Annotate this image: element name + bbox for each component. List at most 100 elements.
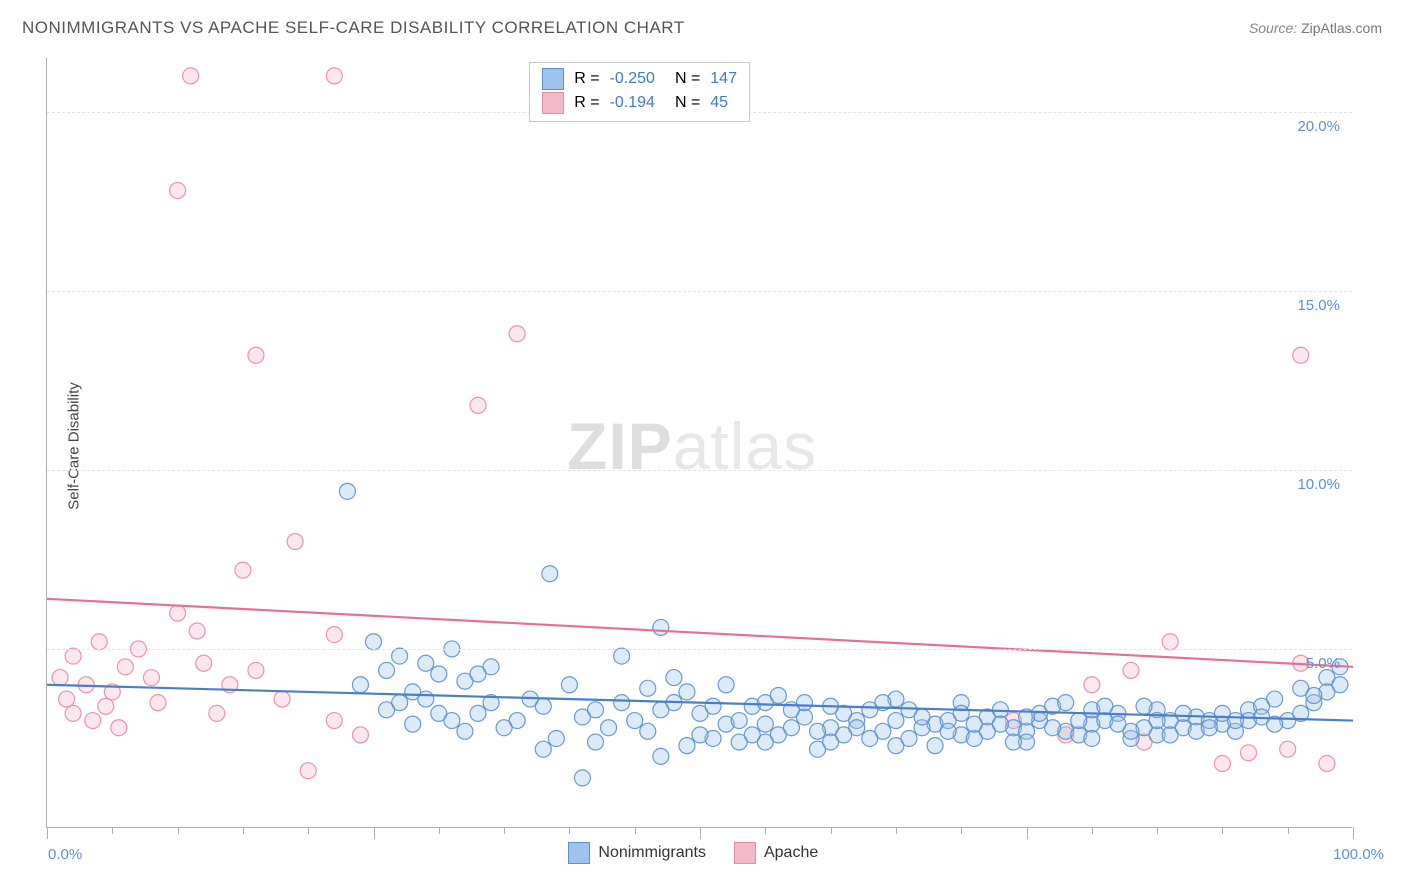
scatter-point: [189, 623, 205, 639]
scatter-point: [1293, 347, 1309, 363]
scatter-point: [588, 734, 604, 750]
xtick: [47, 827, 48, 839]
scatter-point: [248, 662, 264, 678]
scatter-point: [770, 687, 786, 703]
legend-r-label: R =: [574, 67, 599, 91]
scatter-point: [1123, 723, 1139, 739]
xtick: [961, 827, 962, 834]
scatter-point: [1280, 741, 1296, 757]
scatter-point: [731, 713, 747, 729]
scatter-point: [705, 698, 721, 714]
scatter-point: [1045, 720, 1061, 736]
ytick-label: 10.0%: [1297, 476, 1340, 493]
scatter-point: [1319, 756, 1335, 772]
scatter-point: [91, 634, 107, 650]
scatter-point: [300, 763, 316, 779]
scatter-point: [757, 716, 773, 732]
scatter-point: [1084, 730, 1100, 746]
trend-line: [47, 599, 1353, 667]
scatter-point: [143, 670, 159, 686]
scatter-point: [1123, 662, 1139, 678]
xtick: [1353, 827, 1354, 839]
scatter-point: [783, 720, 799, 736]
scatter-point: [927, 738, 943, 754]
plot-area: ZIPatlas 5.0%10.0%15.0%20.0%: [46, 58, 1352, 828]
ytick-label: 5.0%: [1306, 655, 1340, 672]
scatter-point: [542, 566, 558, 582]
scatter-point: [1005, 734, 1021, 750]
xaxis-end-label: 100.0%: [1333, 846, 1384, 863]
ytick-label: 20.0%: [1297, 118, 1340, 135]
scatter-point: [888, 713, 904, 729]
scatter-point: [862, 730, 878, 746]
legend-series: NonimmigrantsApache: [568, 842, 818, 864]
scatter-point: [235, 562, 251, 578]
scatter-point: [196, 655, 212, 671]
xtick: [635, 827, 636, 834]
legend-r-value: -0.194: [610, 91, 655, 115]
legend-n-value: 45: [710, 91, 728, 115]
xtick: [569, 827, 570, 834]
scatter-point: [653, 702, 669, 718]
scatter-point: [718, 677, 734, 693]
scatter-point: [352, 727, 368, 743]
gridline: [47, 291, 1352, 292]
scatter-point: [640, 723, 656, 739]
scatter-point: [1058, 695, 1074, 711]
scatter-point: [679, 684, 695, 700]
scatter-point: [326, 627, 342, 643]
scatter-point: [966, 716, 982, 732]
scatter-point: [65, 648, 81, 664]
scatter-point: [470, 705, 486, 721]
scatter-point: [1071, 713, 1087, 729]
scatter-point: [418, 655, 434, 671]
scatter-point: [940, 723, 956, 739]
scatter-point: [692, 727, 708, 743]
scatter-point: [496, 720, 512, 736]
scatter-point: [653, 619, 669, 635]
scatter-point: [326, 68, 342, 84]
scatter-point: [992, 716, 1008, 732]
scatter-point: [405, 684, 421, 700]
source-name: ZipAtlas.com: [1301, 20, 1382, 36]
scatter-point: [574, 770, 590, 786]
scatter-point: [85, 713, 101, 729]
scatter-point: [65, 705, 81, 721]
scatter-point: [535, 741, 551, 757]
scatter-point: [588, 702, 604, 718]
xtick: [1027, 827, 1028, 839]
scatter-point: [1162, 727, 1178, 743]
xtick: [112, 827, 113, 834]
xtick: [178, 827, 179, 834]
scatter-point: [111, 720, 127, 736]
scatter-point: [339, 483, 355, 499]
xtick: [308, 827, 309, 834]
scatter-point: [1175, 705, 1191, 721]
scatter-point: [457, 723, 473, 739]
gridline: [47, 649, 1352, 650]
scatter-point: [509, 326, 525, 342]
scatter-point: [1241, 745, 1257, 761]
scatter-point: [1084, 677, 1100, 693]
scatter-point: [366, 634, 382, 650]
xtick: [1222, 827, 1223, 834]
scatter-point: [405, 716, 421, 732]
scatter-point: [901, 730, 917, 746]
xtick: [700, 827, 701, 839]
xtick: [243, 827, 244, 834]
legend-swatch: [542, 68, 564, 90]
scatter-point: [326, 713, 342, 729]
legend-r-label: R =: [574, 91, 599, 115]
scatter-point: [548, 730, 564, 746]
scatter-point: [392, 695, 408, 711]
xtick: [831, 827, 832, 834]
scatter-point: [470, 666, 486, 682]
source-attribution: Source: ZipAtlas.com: [1249, 20, 1382, 36]
scatter-point: [52, 670, 68, 686]
chart-title: NONIMMIGRANTS VS APACHE SELF-CARE DISABI…: [22, 18, 685, 38]
legend-swatch: [734, 842, 756, 864]
scatter-point: [352, 677, 368, 693]
scatter-point: [640, 680, 656, 696]
xtick: [896, 827, 897, 834]
scatter-point: [470, 397, 486, 413]
